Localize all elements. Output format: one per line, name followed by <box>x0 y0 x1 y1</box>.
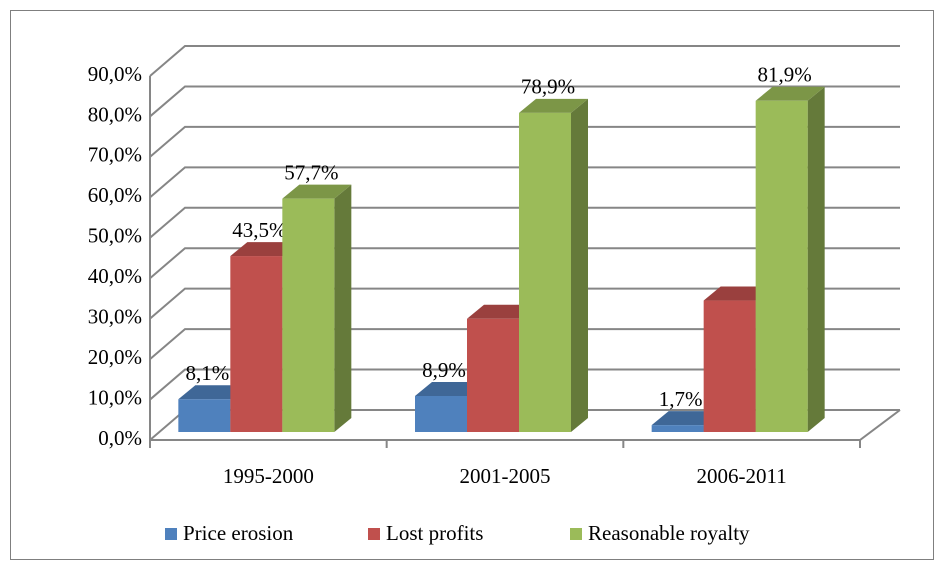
grid-line <box>149 206 900 239</box>
bar-top <box>230 242 300 257</box>
x-tick-label: 2001-2005 <box>460 464 551 488</box>
bar <box>178 399 231 432</box>
y-tick-label: 60,0% <box>88 183 142 207</box>
y-tick-label: 80,0% <box>88 102 142 126</box>
grid-line <box>149 85 900 118</box>
data-label: 57,7% <box>284 160 338 184</box>
data-label: 8,9% <box>422 358 466 382</box>
y-tick-label: 50,0% <box>88 224 142 248</box>
bar-top <box>415 382 484 397</box>
bar <box>230 256 283 432</box>
y-tick-label: 90,0% <box>88 62 142 86</box>
bar-top <box>178 385 248 400</box>
y-tick-label: 30,0% <box>88 304 142 328</box>
grid-line <box>149 368 900 401</box>
legend-swatch <box>368 528 380 540</box>
data-label: 8,1% <box>185 361 229 385</box>
grid-line <box>149 247 900 279</box>
grid-line <box>149 328 900 360</box>
bar <box>651 425 704 432</box>
legend-swatch <box>165 528 177 540</box>
bar-side <box>334 184 352 432</box>
x-tick-label: 2006-2011 <box>697 464 787 488</box>
bar <box>519 112 571 432</box>
bar-top <box>755 86 825 101</box>
y-tick-label: 70,0% <box>88 143 142 167</box>
grid-line <box>149 45 900 77</box>
y-tick-label: 40,0% <box>88 264 142 288</box>
bar <box>415 396 467 432</box>
y-tick-label: 0,0% <box>98 426 142 450</box>
bar-side <box>571 98 588 432</box>
data-label: 43,5% <box>232 218 286 242</box>
data-label: 1,7% <box>659 387 703 411</box>
bar-top <box>651 411 721 426</box>
bar-side <box>807 86 825 432</box>
data-label: 81,9% <box>758 63 812 87</box>
bar-top <box>703 286 773 301</box>
bar <box>282 198 335 432</box>
grid-line <box>149 287 900 320</box>
bar-top <box>282 184 352 199</box>
y-tick-label: 20,0% <box>88 345 142 369</box>
legend-label: Lost profits <box>386 521 483 545</box>
bar-top <box>467 304 536 319</box>
bar <box>755 100 808 432</box>
data-label: 78,9% <box>521 75 575 99</box>
legend-label: Price erosion <box>183 521 294 545</box>
grid-line <box>149 125 900 158</box>
y-tick-label: 10,0% <box>88 385 142 409</box>
legend-swatch <box>570 528 582 540</box>
x-tick-label: 1995-2000 <box>223 464 314 488</box>
legend-label: Reasonable royalty <box>588 521 750 545</box>
bar <box>467 318 519 432</box>
grid-line <box>149 166 900 199</box>
bar <box>703 300 756 432</box>
bar-top <box>519 98 588 113</box>
